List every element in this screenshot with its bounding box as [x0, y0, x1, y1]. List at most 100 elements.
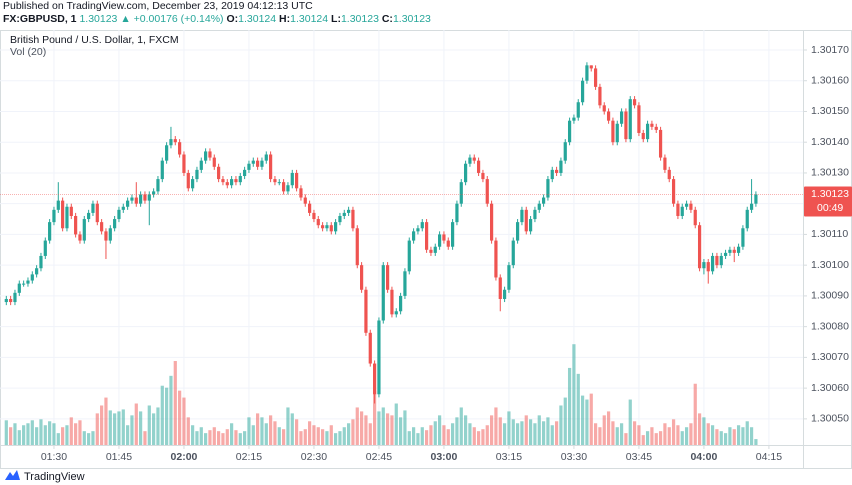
candle-body [502, 289, 507, 299]
volume-bar [147, 405, 151, 445]
volume-bar [745, 421, 749, 445]
volume-bar [754, 439, 758, 445]
candle-body [541, 197, 546, 204]
volume-bar [217, 431, 221, 445]
volume-bar [130, 415, 134, 445]
y-tick-label: 1.30090 [811, 290, 849, 302]
candle-body [17, 283, 21, 293]
candle-body [256, 160, 260, 167]
candle-body [576, 102, 580, 118]
candle-body [178, 142, 182, 155]
volume-bar [520, 421, 524, 445]
volume-bar [113, 413, 117, 445]
volume-bar [602, 415, 606, 445]
volume-bar [282, 429, 286, 445]
candle-body [593, 68, 598, 87]
candle-body [113, 219, 117, 229]
candle-body [719, 255, 723, 266]
candle-body [4, 298, 8, 303]
candle-body [745, 209, 749, 229]
candle-body [43, 240, 47, 256]
volume-bar [641, 435, 645, 445]
volume-bar [139, 411, 143, 445]
legend-title: British Pound / U.S. Dollar, 1, FXCM [10, 34, 179, 46]
candle-body [416, 228, 420, 232]
y-tick-label: 1.30160 [811, 75, 849, 87]
volume-bar [208, 430, 212, 445]
change: +0.00176 (+0.14%) [134, 13, 224, 25]
candle-body [554, 169, 559, 173]
open-value: 1.30124 [238, 13, 276, 25]
volume-bar [403, 410, 407, 445]
candle-body [390, 289, 394, 315]
candle-body [589, 65, 593, 69]
candle-body [399, 295, 403, 312]
candle-body [165, 145, 169, 161]
candle-body [338, 215, 342, 223]
volume-bar [468, 423, 472, 445]
volume-bar [9, 427, 13, 445]
volume-bar [728, 427, 732, 445]
candle-body [22, 283, 26, 285]
volume-bar [407, 431, 411, 445]
volume-bar [593, 423, 598, 445]
close-value: 1.30123 [393, 13, 431, 25]
volume-bar [286, 407, 290, 445]
volume-bar [43, 425, 47, 445]
volume-bar [706, 423, 710, 445]
price-tag-countdown: 00:49 [817, 202, 843, 214]
candle-body [455, 203, 459, 223]
volume-bar [472, 427, 476, 445]
volume-bar [308, 421, 312, 445]
grid [0, 30, 803, 445]
volume-bar [399, 417, 403, 445]
volume-bar [546, 417, 550, 445]
candle-body [191, 179, 195, 189]
x-tick-label: 03:30 [561, 451, 587, 463]
candle-body [264, 154, 268, 161]
volume-bar [290, 413, 294, 445]
candle-body [381, 265, 385, 321]
candle-body [48, 222, 52, 241]
volume-bar [56, 433, 60, 445]
candle-body [126, 200, 130, 207]
candles [0, 62, 803, 404]
candle-body [420, 222, 424, 229]
x-tick-label: 04:00 [690, 451, 717, 463]
volume-bar [22, 425, 26, 445]
high-value: 1.30124 [290, 13, 328, 25]
candle-body [650, 123, 654, 127]
volume-bar [26, 423, 30, 445]
candle-body [325, 225, 329, 229]
volume-bar [299, 431, 303, 445]
candle-body [139, 194, 143, 204]
volume-bar [377, 411, 381, 445]
candle-body [386, 265, 390, 290]
candle-body [663, 157, 667, 170]
candle-body [749, 203, 754, 210]
candle-body [282, 182, 286, 192]
candle-body [537, 203, 541, 210]
volume-bar [121, 409, 125, 445]
candle-body [260, 160, 264, 167]
volume-bar [689, 423, 693, 445]
candle-body [463, 163, 468, 183]
volume-bar [702, 417, 706, 445]
candle-body [697, 225, 702, 269]
candle-body [654, 126, 658, 130]
volume-bar [537, 415, 541, 445]
candle-body [741, 228, 745, 247]
candle-body [533, 209, 537, 220]
candle-body [121, 206, 125, 210]
x-tick-label: 01:30 [41, 451, 67, 463]
candle-body [563, 142, 567, 161]
volume-bar [78, 420, 82, 445]
volume-bar [48, 421, 52, 445]
open-label: O: [226, 13, 238, 25]
candle-body [169, 139, 173, 146]
volume-bar [667, 427, 671, 445]
candle-body [481, 172, 485, 180]
candle-body [95, 203, 99, 223]
candle-body [355, 228, 359, 266]
candle-body [277, 182, 281, 184]
